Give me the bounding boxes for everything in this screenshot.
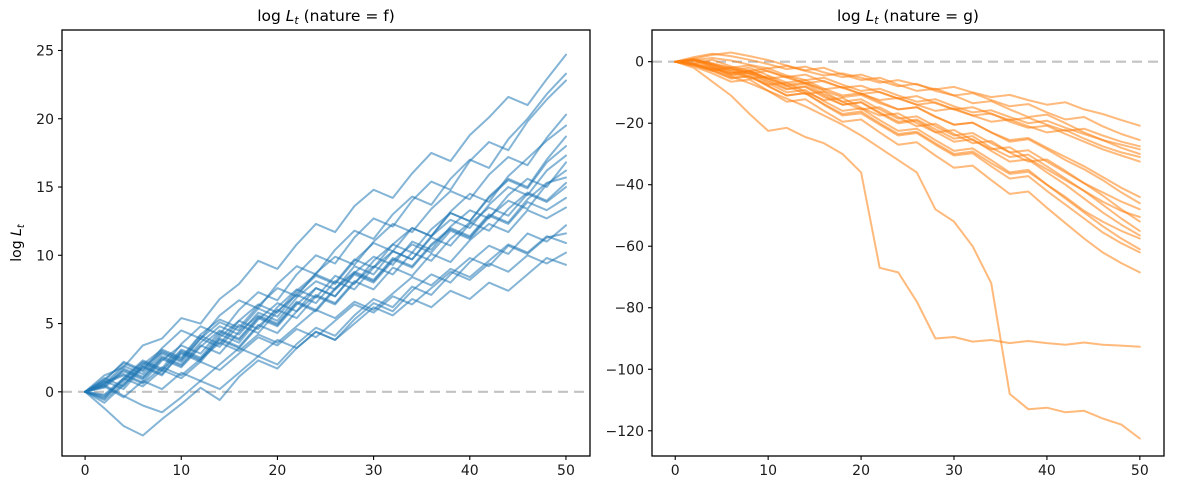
y-tick-label: 5 bbox=[45, 317, 54, 333]
series-line bbox=[84, 232, 567, 414]
series-line bbox=[674, 59, 1141, 251]
series-line bbox=[84, 79, 567, 400]
x-tick-label: 0 bbox=[81, 463, 90, 479]
x-tick-label: 10 bbox=[759, 463, 777, 479]
series-line bbox=[674, 58, 1141, 205]
x-tick-label: 0 bbox=[671, 463, 680, 479]
series-line bbox=[674, 52, 1141, 142]
x-tick-label: 30 bbox=[945, 463, 963, 479]
series-line bbox=[674, 51, 1141, 155]
y-tick-label: 10 bbox=[36, 248, 54, 264]
axes-spines bbox=[61, 29, 591, 457]
series-line bbox=[674, 58, 1141, 223]
y-tick-label: −100 bbox=[606, 362, 644, 378]
y-tick-label: −60 bbox=[614, 239, 644, 255]
panel-nature-g: 0 10 20 30 40 50 0 −20 −40 −60 −80 −100 −120 log Lt (… bbox=[606, 7, 1165, 479]
x-tick-label: 20 bbox=[852, 463, 870, 479]
series-line bbox=[674, 60, 1141, 348]
axes-spines bbox=[651, 29, 1165, 457]
y-tick-label: −120 bbox=[606, 424, 644, 440]
series-line bbox=[674, 59, 1141, 237]
series-line bbox=[84, 72, 567, 393]
panel-nature-f: 0 10 20 30 40 50 0 5 10 15 20 25 log Lt (nature = f)… bbox=[9, 7, 591, 479]
axes-title: log Lt (nature = g) bbox=[837, 7, 979, 27]
y-tick-label: −80 bbox=[614, 301, 644, 317]
y-tick-label: 20 bbox=[36, 112, 54, 128]
series-line bbox=[84, 186, 567, 393]
series-line bbox=[674, 60, 1141, 440]
y-tick-label: −20 bbox=[614, 116, 644, 132]
y-axis-label: log Lt bbox=[9, 223, 27, 262]
series-line bbox=[84, 113, 567, 393]
axes-title: log Lt (nature = f) bbox=[257, 7, 395, 27]
y-tick-label: 15 bbox=[36, 180, 54, 196]
series-line bbox=[84, 196, 567, 393]
x-tick-label: 30 bbox=[365, 463, 383, 479]
series-line bbox=[84, 235, 567, 393]
series-line bbox=[84, 53, 567, 393]
y-tick-label: −40 bbox=[614, 178, 644, 194]
x-tick-label: 10 bbox=[172, 463, 190, 479]
y-tick-label: 25 bbox=[36, 43, 54, 59]
x-tick-label: 50 bbox=[557, 463, 575, 479]
series-line bbox=[84, 257, 567, 399]
series-line bbox=[84, 206, 567, 399]
y-tick-label: 0 bbox=[45, 385, 54, 401]
series-line bbox=[674, 60, 1141, 254]
x-tick-label: 40 bbox=[461, 463, 479, 479]
x-tick-label: 20 bbox=[269, 463, 287, 479]
x-tick-label: 40 bbox=[1038, 463, 1056, 479]
series-line bbox=[84, 145, 567, 393]
y-tick-label: 0 bbox=[635, 55, 644, 71]
x-tick-label: 50 bbox=[1131, 463, 1149, 479]
series-line bbox=[84, 251, 567, 396]
series-line bbox=[674, 60, 1141, 274]
series-line bbox=[674, 58, 1141, 151]
